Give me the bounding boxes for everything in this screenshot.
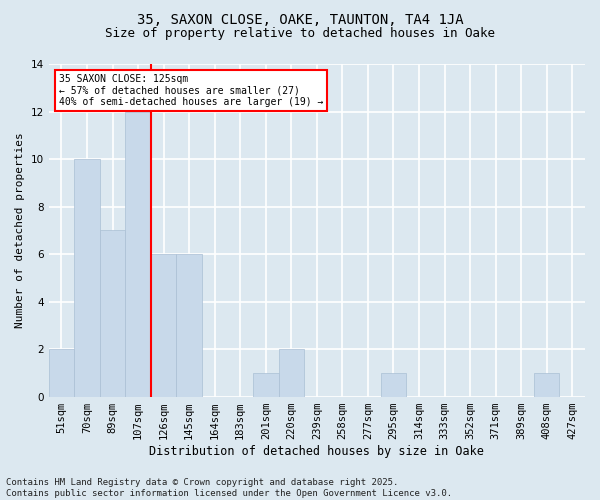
Bar [151,254,176,396]
Y-axis label: Number of detached properties: Number of detached properties [15,132,25,328]
Bar [380,373,406,396]
Bar [49,349,74,397]
X-axis label: Distribution of detached houses by size in Oake: Distribution of detached houses by size … [149,444,484,458]
Text: 35 SAXON CLOSE: 125sqm
← 57% of detached houses are smaller (27)
40% of semi-det: 35 SAXON CLOSE: 125sqm ← 57% of detached… [59,74,323,106]
Text: 35, SAXON CLOSE, OAKE, TAUNTON, TA4 1JA: 35, SAXON CLOSE, OAKE, TAUNTON, TA4 1JA [137,12,463,26]
Bar [74,159,100,396]
Bar [125,112,151,397]
Bar [278,349,304,397]
Bar [176,254,202,396]
Bar [253,373,278,396]
Bar [100,230,125,396]
Text: Contains HM Land Registry data © Crown copyright and database right 2025.
Contai: Contains HM Land Registry data © Crown c… [6,478,452,498]
Bar [534,373,559,396]
Text: Size of property relative to detached houses in Oake: Size of property relative to detached ho… [105,28,495,40]
